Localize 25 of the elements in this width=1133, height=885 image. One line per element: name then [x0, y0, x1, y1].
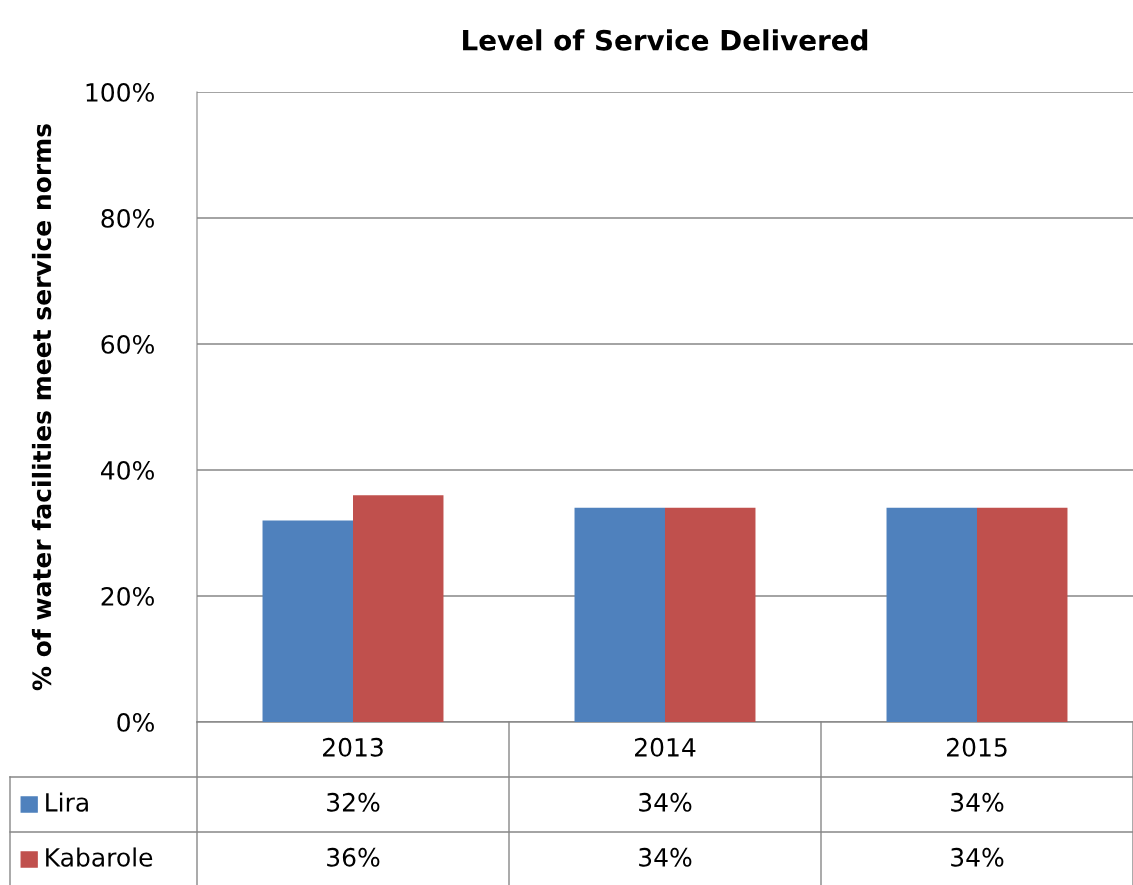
x-tick-label: 2014 [635, 737, 696, 757]
y-tick-label: 20% [101, 586, 154, 606]
data-label: 34% [951, 792, 1004, 812]
y-tick-label: 0% [117, 712, 154, 732]
x-tick-label: 2015 [947, 737, 1007, 757]
y-tick-label: 40% [100, 460, 154, 480]
chart-title: Level of Service Delivered [463, 29, 868, 51]
data-label: 34% [951, 847, 1004, 867]
data-label: 36% [327, 847, 380, 867]
bar [977, 507, 1068, 722]
bar [262, 520, 353, 722]
data-label: 32% [327, 792, 380, 812]
x-tick-label: 2013 [323, 737, 383, 757]
legend-label: Kabarole [46, 847, 153, 867]
bar [886, 507, 977, 722]
data-label: 34% [639, 847, 692, 867]
bar [574, 507, 665, 722]
y-tick-label: 80% [101, 208, 154, 228]
y-tick-label: 100% [86, 82, 154, 102]
data-label: 34% [639, 792, 692, 812]
y-tick-label: 60% [101, 334, 154, 354]
legend-label: Lira [46, 792, 88, 812]
y-axis-title: % of water facilities meet service norms [31, 124, 52, 691]
bar [665, 507, 756, 722]
bar [353, 495, 444, 722]
